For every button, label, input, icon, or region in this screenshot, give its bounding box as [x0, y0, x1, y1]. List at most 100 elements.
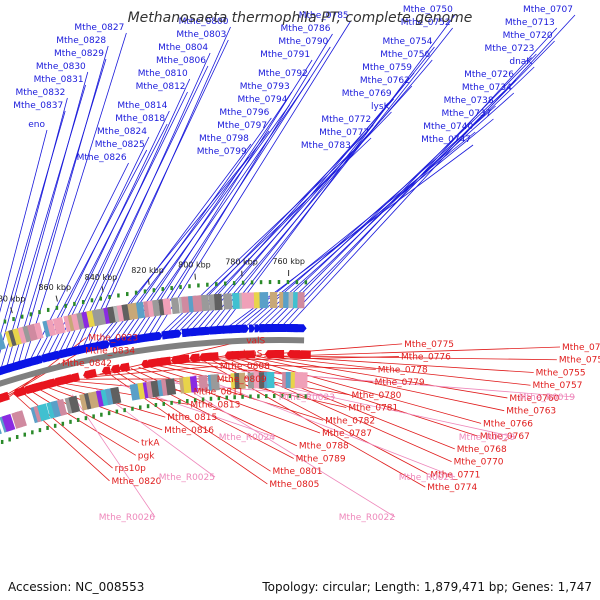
gene-label: Mthe_0747: [421, 135, 471, 145]
leader-line: [124, 91, 293, 340]
reverse-gene-arrow: [13, 386, 27, 398]
track-marker: [108, 295, 111, 300]
gene-label: Mthe_0818: [115, 114, 165, 124]
reverse-feature-box: [95, 390, 106, 407]
track-marker: [81, 300, 85, 305]
gene-label: rps10p: [115, 464, 147, 474]
leader-line: [264, 355, 531, 386]
leader-line: [287, 346, 561, 357]
leader-line: [59, 91, 188, 353]
reverse-gene-arrow: [45, 378, 57, 388]
gene-label: Mthe_0831: [34, 75, 84, 85]
gene-label: Mthe_0707: [523, 5, 573, 15]
leader-line: [192, 373, 456, 478]
gene-label: Mthe_0760: [509, 394, 559, 404]
track-marker: [215, 282, 218, 287]
leader-line: [279, 355, 557, 361]
leader-line: [18, 45, 109, 364]
feature-tracks: [0, 280, 311, 444]
forward-feature-box: [232, 292, 241, 310]
leader-line: [196, 72, 415, 330]
gene-label: Mthe_0789: [296, 454, 346, 464]
leader-line: [6, 71, 89, 367]
reverse-feature-box: [189, 375, 198, 393]
leader-line: [0, 84, 86, 369]
gene-label: Mthe_0797: [217, 121, 267, 131]
reverse-gene-arrow: [228, 350, 240, 360]
forward-gene-arrow: [293, 324, 307, 333]
reverse-gene-arrow: [121, 362, 131, 372]
kbp-tick: [10, 307, 13, 314]
reverse-gene-arrow: [29, 381, 45, 393]
gene-label: Mthe_0808: [220, 362, 270, 372]
gene-label: Mthe_0820: [111, 477, 161, 487]
track-marker: [0, 439, 4, 444]
gene-label: Mthe_0772: [321, 115, 371, 125]
reverse-feature-box: [238, 372, 246, 389]
leader-line: [227, 144, 474, 328]
kbp-label: 840 kbp: [85, 273, 118, 282]
leader-line: [208, 358, 429, 475]
gene-label: Mthe_0793: [240, 82, 290, 92]
reverse-gene-arrow: [101, 366, 112, 376]
leader-line: [45, 386, 163, 431]
gene-label: Mthe_0783: [301, 141, 351, 151]
track-marker: [223, 281, 227, 286]
leader-line: [65, 78, 191, 352]
reverse-gene-arrow: [286, 350, 295, 359]
gene-label: Mthe_0801: [273, 467, 323, 477]
leader-line: [256, 355, 508, 399]
track-marker: [201, 397, 205, 402]
leader-line: [208, 46, 435, 329]
gene-label: Mthe_0762: [360, 76, 410, 86]
rna-label: Mthe_R0024: [219, 433, 275, 443]
gene-label: trkA: [141, 439, 160, 449]
track-marker: [265, 394, 268, 399]
gene-label: Mthe_0768: [457, 445, 507, 455]
reverse-gene-arrow: [297, 350, 311, 359]
track-marker: [15, 435, 19, 440]
reverse-gene-arrow: [141, 359, 149, 369]
gene-label: Mthe_0837: [13, 101, 63, 111]
track-marker: [250, 280, 254, 285]
gene-label: Mthe_0775: [404, 340, 454, 350]
reverse-feature-box: [1, 413, 16, 432]
leader-lines: [0, 14, 576, 518]
leader-line: [185, 356, 399, 362]
track-marker: [38, 428, 42, 433]
track-marker: [288, 394, 292, 399]
track-marker: [23, 432, 27, 437]
track-marker: [193, 398, 197, 403]
gene-label: Mthe_0750: [403, 5, 453, 15]
forward-feature-box: [22, 325, 33, 343]
kbp-label: 880 kbp: [0, 295, 25, 304]
rna-label: Mthe_R0026: [99, 513, 155, 523]
gene-label: Mthe_0723: [484, 44, 534, 54]
gene-label: Mthe_0780: [351, 391, 401, 401]
gene-label: Mthe_0832: [15, 88, 65, 98]
kbp-label: 820 kbp: [131, 266, 164, 275]
forward-feature-box: [0, 333, 6, 351]
gene-label: Mthe_0776: [401, 353, 451, 363]
gene-label: Mthe_0771: [430, 470, 480, 480]
gene-label: Mthe_0805: [269, 480, 319, 490]
gene-label: Mthe_0826: [77, 153, 127, 163]
gene-label: Mthe_0825: [95, 140, 145, 150]
track-marker: [304, 280, 308, 285]
leader-line: [23, 32, 127, 362]
gene-label: Mthe_0800: [179, 17, 229, 27]
leader-line: [177, 361, 376, 370]
track-marker: [117, 293, 120, 298]
leader-line: [84, 365, 218, 378]
track-marker: [90, 298, 94, 303]
reverse-gene-arrow: [181, 354, 190, 364]
leader-line: [88, 26, 231, 346]
track-marker: [241, 394, 244, 399]
forward-feature-box: [223, 293, 233, 310]
gene-label: Mthe_0812: [136, 82, 186, 92]
forward-feature-box: [259, 292, 269, 309]
forward-feature-box: [26, 323, 39, 342]
rna-label: Mthe_R0022: [339, 513, 395, 523]
track-marker: [233, 395, 236, 400]
gene-label: eno: [28, 120, 45, 130]
